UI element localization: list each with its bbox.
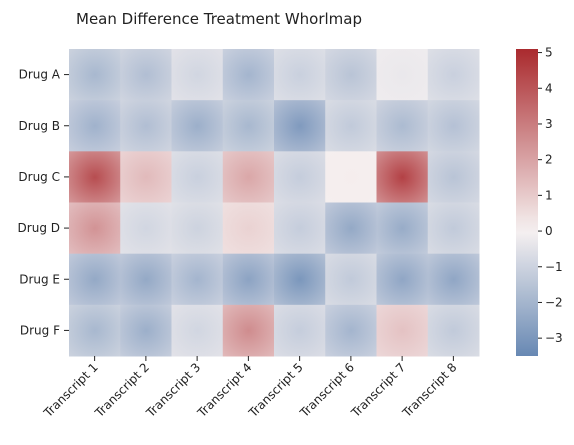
heatmap-cell-r5-c8 xyxy=(427,253,480,306)
colorbar-tick-label: −3 xyxy=(545,331,563,345)
heatmap-cell-r4-c5 xyxy=(274,202,326,255)
heatmap-cell-r6-c2 xyxy=(120,304,172,357)
colorbar-tick-label: −2 xyxy=(545,295,563,309)
heatmap-cell-r4-c7 xyxy=(376,202,429,255)
heatmap-cell-r5-c4 xyxy=(222,253,275,306)
heatmap-cell-r6-c8 xyxy=(427,304,480,357)
heatmap-cell-r6-c7 xyxy=(376,304,429,357)
heatmap-cell-r1-c6 xyxy=(325,49,377,101)
column-label: Transcript 5 xyxy=(245,360,305,420)
heatmap-cell-r3-c5 xyxy=(274,151,326,203)
heatmap-cell-r3-c6 xyxy=(325,151,377,203)
heatmap-cell-r4-c4 xyxy=(222,202,275,255)
column-label: Transcript 7 xyxy=(348,360,408,420)
heatmap-cell-r2-c1 xyxy=(69,100,121,152)
heatmap-cell-r1-c3 xyxy=(171,49,224,101)
heatmap-cell-r5-c5 xyxy=(274,253,326,306)
row-label: Drug A xyxy=(19,68,61,82)
row-label: Drug E xyxy=(19,272,60,286)
heatmap-cell-r2-c4 xyxy=(222,100,275,152)
heatmap-cell-r5-c1 xyxy=(69,253,121,306)
heatmap-cell-r1-c5 xyxy=(274,49,326,101)
row-label: Drug C xyxy=(18,170,60,184)
heatmap-cell-r3-c2 xyxy=(120,151,172,203)
heatmap-cell-r3-c8 xyxy=(427,151,480,203)
heatmap-cell-r5-c3 xyxy=(171,253,224,306)
heatmap-cell-r2-c6 xyxy=(325,100,377,152)
chart-title: Mean Difference Treatment Whorlmap xyxy=(76,10,362,28)
heatmap-cell-r2-c8 xyxy=(427,100,480,152)
colorbar-tick-label: −1 xyxy=(545,260,563,274)
heatmap-cell-r2-c3 xyxy=(171,100,224,152)
heatmap-cell-r4-c3 xyxy=(171,202,224,255)
heatmap-cell-r6-c5 xyxy=(274,304,326,357)
row-label: Drug B xyxy=(19,119,60,133)
column-label: Transcript 4 xyxy=(194,360,254,420)
heatmap-cell-r4-c6 xyxy=(325,202,377,255)
column-label: Transcript 2 xyxy=(92,360,152,420)
column-label: Transcript 1 xyxy=(40,360,100,420)
heatmap-cell-r6-c4 xyxy=(222,304,275,357)
heatmap-cell-r1-c1 xyxy=(69,49,121,101)
heatmap-cell-r2-c5 xyxy=(274,100,326,152)
heatmap-cell-r3-c1 xyxy=(69,151,121,203)
heatmap-cell-r6-c3 xyxy=(171,304,224,357)
colorbar-tick-label: 3 xyxy=(545,117,553,131)
column-label: Transcript 3 xyxy=(143,360,203,420)
heatmap-cell-r4-c1 xyxy=(69,202,121,255)
heatmap-cell-r1-c7 xyxy=(376,49,429,101)
column-label: Transcript 8 xyxy=(399,360,459,420)
colorbar-tick-label: 0 xyxy=(545,224,553,238)
heatmap-cell-r3-c3 xyxy=(171,151,224,203)
colorbar-tick-label: 2 xyxy=(545,153,553,167)
heatmap-cell-r1-c4 xyxy=(222,49,275,101)
heatmap-cell-r3-c7 xyxy=(376,151,429,203)
heatmap-cell-r3-c4 xyxy=(222,151,275,203)
colorbar-gradient xyxy=(516,49,538,356)
colorbar-tick-label: 1 xyxy=(545,188,553,202)
heatmap-cell-r6-c6 xyxy=(325,304,377,357)
heatmap-cell-r5-c2 xyxy=(120,253,172,306)
heatmap-cell-r1-c2 xyxy=(120,49,172,101)
heatmap-cell-r6-c1 xyxy=(69,304,121,357)
heatmap-cell-r5-c7 xyxy=(376,253,429,306)
heatmap-cell-r2-c2 xyxy=(120,100,172,152)
heatmap-cell-r2-c7 xyxy=(376,100,429,152)
heatmap-cells xyxy=(69,49,480,357)
column-label: Transcript 6 xyxy=(297,360,357,420)
colorbar-tick-label: 4 xyxy=(545,81,553,95)
row-labels: Drug A Drug B Drug C Drug D Drug E Drug F xyxy=(18,68,69,337)
heatmap-cell-r1-c8 xyxy=(427,49,480,101)
heatmap-cell-r4-c8 xyxy=(427,202,480,255)
row-label: Drug F xyxy=(20,323,60,337)
colorbar-tick-label: 5 xyxy=(545,46,553,60)
row-label: Drug D xyxy=(18,221,60,235)
colorbar: 5 4 3 2 1 0 −1 −2 −3 xyxy=(516,46,563,356)
heatmap-cell-r5-c6 xyxy=(325,253,377,306)
heatmap-cell-r4-c2 xyxy=(120,202,172,255)
